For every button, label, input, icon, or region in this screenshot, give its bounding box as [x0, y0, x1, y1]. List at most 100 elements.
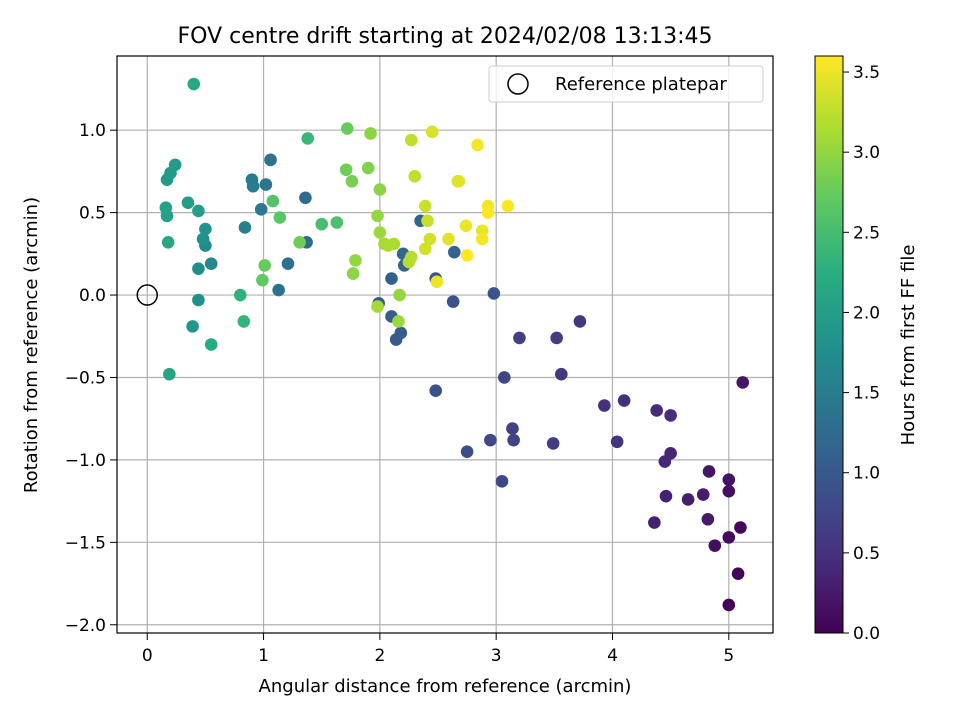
y-tick-label: −1.5 — [65, 533, 106, 553]
data-point — [404, 133, 418, 147]
data-point — [181, 196, 195, 210]
data-point — [373, 226, 387, 239]
x-tick-label: 3 — [491, 646, 502, 666]
y-axis-label: Rotation from reference (arcmin) — [21, 197, 42, 493]
grid — [117, 56, 773, 633]
data-point — [736, 376, 750, 389]
x-tick-label: 0 — [142, 646, 153, 666]
data-point — [330, 216, 344, 229]
y-tick-label: 0.5 — [79, 204, 106, 224]
data-point — [387, 237, 401, 251]
data-point — [371, 209, 384, 223]
data-point — [664, 409, 677, 422]
data-point — [361, 161, 375, 175]
data-point — [617, 394, 631, 407]
y-tick-label: −2.0 — [65, 616, 106, 636]
data-point — [487, 287, 501, 300]
data-point — [423, 232, 437, 246]
colorbar-tick-label: 0.5 — [853, 544, 880, 564]
data-point — [408, 170, 422, 183]
data-point — [610, 435, 624, 449]
data-point — [722, 598, 736, 612]
data-point — [722, 473, 736, 486]
data-point — [364, 127, 377, 140]
data-point — [513, 331, 526, 345]
data-point — [598, 399, 611, 412]
data-point — [681, 493, 695, 506]
data-point — [238, 221, 252, 234]
data-point — [452, 174, 466, 188]
data-point — [199, 222, 212, 236]
data-point — [245, 173, 259, 186]
colorbar-tick-label: 3.5 — [853, 63, 880, 83]
data-point — [650, 404, 663, 417]
data-point — [266, 194, 280, 208]
data-point — [273, 211, 287, 224]
data-point — [373, 183, 387, 196]
data-point — [192, 204, 205, 218]
data-point — [346, 267, 360, 280]
data-point — [272, 283, 285, 297]
data-point — [498, 371, 511, 384]
data-point — [418, 199, 432, 213]
data-point — [259, 178, 273, 191]
data-point — [501, 199, 515, 213]
data-point — [460, 445, 474, 458]
data-point — [471, 138, 484, 152]
reference-point — [136, 284, 158, 306]
data-point — [394, 326, 408, 340]
legend-marker-icon — [507, 73, 529, 95]
data-point — [429, 384, 442, 397]
data-point — [204, 257, 218, 271]
data-point — [233, 288, 247, 302]
data-point — [254, 203, 268, 216]
y-tick-label: −0.5 — [65, 368, 106, 388]
colorbar-tick-label: 2.5 — [853, 223, 880, 243]
data-point — [163, 367, 176, 381]
data-point — [264, 153, 277, 167]
data-point — [550, 331, 563, 345]
colorbar-tick-label: 1.0 — [853, 464, 880, 484]
data-point — [315, 217, 329, 231]
legend: Reference platepar — [488, 65, 764, 103]
colorbar-label: Hours from first FF file — [898, 245, 919, 446]
colorbar-tick-label: 2.0 — [853, 303, 880, 323]
data-point — [293, 235, 306, 249]
x-axis-ticks: 0 1 2 3 4 5 — [142, 633, 734, 666]
data-point — [404, 250, 418, 264]
data-point — [722, 484, 736, 498]
data-point — [187, 77, 201, 91]
y-axis-ticks: −2.0 −1.5 −1.0 −0.5 0.0 0.5 1.0 — [65, 121, 117, 636]
data-point — [658, 455, 672, 468]
data-point — [696, 488, 710, 501]
data-point — [495, 475, 509, 488]
x-tick-label: 4 — [607, 646, 618, 666]
y-tick-label: 0.0 — [79, 286, 106, 306]
data-point — [256, 273, 269, 287]
data-point — [349, 254, 362, 267]
data-point — [281, 257, 295, 271]
data-point — [442, 232, 455, 246]
data-point — [648, 516, 661, 529]
data-point — [484, 433, 497, 447]
data-point — [192, 262, 205, 275]
data-point — [555, 367, 568, 381]
data-point — [430, 275, 444, 289]
data-point — [192, 293, 205, 307]
data-point — [392, 315, 405, 328]
data-point — [385, 272, 398, 285]
data-points — [159, 77, 750, 612]
colorbar-ticks: 0.0 0.5 1.0 1.5 2.0 2.5 3.0 3.5 — [843, 63, 880, 644]
data-point — [446, 295, 460, 308]
x-tick-label: 5 — [723, 646, 734, 666]
data-point — [701, 512, 715, 526]
data-point — [546, 437, 560, 450]
data-point — [659, 489, 673, 503]
data-point — [339, 163, 353, 177]
y-tick-label: 1.0 — [79, 121, 106, 141]
data-point — [237, 315, 251, 328]
legend-box — [488, 65, 764, 103]
data-point — [393, 288, 406, 302]
data-point — [258, 259, 272, 272]
